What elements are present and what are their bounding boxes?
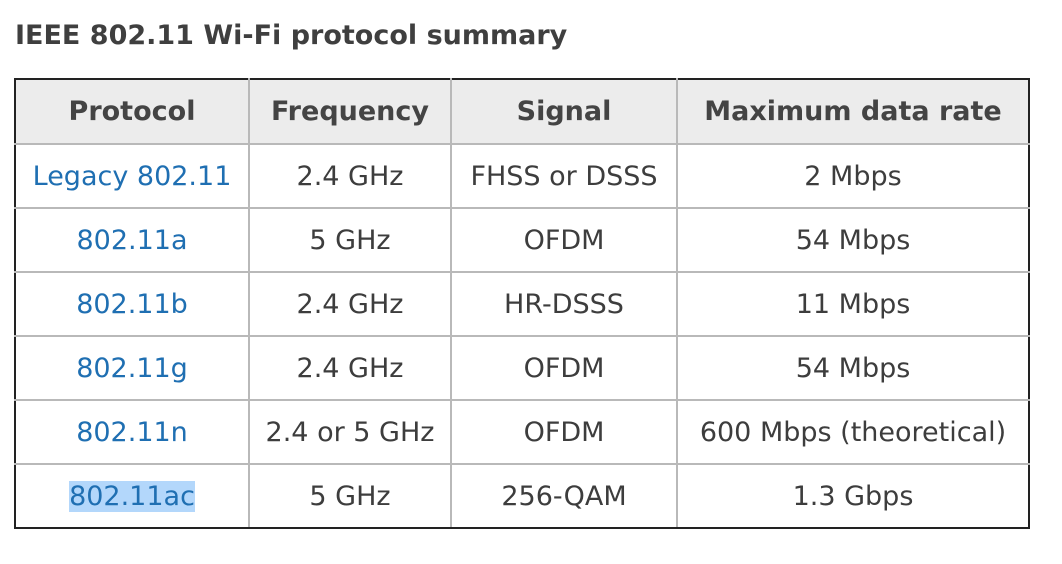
table-row: 802.11ac 5 GHz 256-QAM 1.3 Gbps [14,463,1030,529]
table-row: 802.11g 2.4 GHz OFDM 54 Mbps [14,335,1030,401]
table-row: 802.11n 2.4 or 5 GHz OFDM 600 Mbps (theo… [14,399,1030,465]
max-rate-cell: 54 Mbps [676,335,1030,401]
header-row: Protocol Frequency Signal Maximum data r… [14,78,1030,145]
protocol-link-802-11n[interactable]: 802.11n [76,416,188,448]
table-header: Protocol Frequency Signal Maximum data r… [14,78,1030,145]
header-signal: Signal [450,78,678,145]
table-body: Legacy 802.11 2.4 GHz FHSS or DSSS 2 Mbp… [14,143,1030,529]
protocol-link-802-11g[interactable]: 802.11g [76,352,188,384]
protocol-cell: 802.11n [14,399,250,465]
header-frequency: Frequency [248,78,452,145]
frequency-cell: 2.4 or 5 GHz [248,399,452,465]
frequency-cell: 5 GHz [248,463,452,529]
signal-cell: HR-DSSS [450,271,678,337]
frequency-cell: 2.4 GHz [248,143,452,209]
max-rate-cell: 1.3 Gbps [676,463,1030,529]
header-protocol: Protocol [14,78,250,145]
max-rate-cell: 2 Mbps [676,143,1030,209]
max-rate-cell: 600 Mbps (theoretical) [676,399,1030,465]
header-max-data-rate: Maximum data rate [676,78,1030,145]
table-row: 802.11b 2.4 GHz HR-DSSS 11 Mbps [14,271,1030,337]
signal-cell: OFDM [450,207,678,273]
table-row: Legacy 802.11 2.4 GHz FHSS or DSSS 2 Mbp… [14,143,1030,209]
protocol-cell: Legacy 802.11 [14,143,250,209]
max-rate-cell: 54 Mbps [676,207,1030,273]
protocol-link-802-11a[interactable]: 802.11a [76,224,188,256]
page-title: IEEE 802.11 Wi-Fi protocol summary [15,20,568,51]
table-row: 802.11a 5 GHz OFDM 54 Mbps [14,207,1030,273]
protocol-cell: 802.11b [14,271,250,337]
max-rate-cell: 11 Mbps [676,271,1030,337]
protocol-link-802-11ac[interactable]: 802.11ac [69,480,195,512]
signal-cell: OFDM [450,399,678,465]
frequency-cell: 5 GHz [248,207,452,273]
protocol-summary-table: Protocol Frequency Signal Maximum data r… [14,78,1030,529]
protocol-cell: 802.11a [14,207,250,273]
signal-cell: FHSS or DSSS [450,143,678,209]
frequency-cell: 2.4 GHz [248,271,452,337]
protocol-link-802-11b[interactable]: 802.11b [76,288,188,320]
frequency-cell: 2.4 GHz [248,335,452,401]
protocol-cell: 802.11g [14,335,250,401]
protocol-cell: 802.11ac [14,463,250,529]
signal-cell: OFDM [450,335,678,401]
signal-cell: 256-QAM [450,463,678,529]
protocol-link-legacy-802-11[interactable]: Legacy 802.11 [32,160,232,192]
